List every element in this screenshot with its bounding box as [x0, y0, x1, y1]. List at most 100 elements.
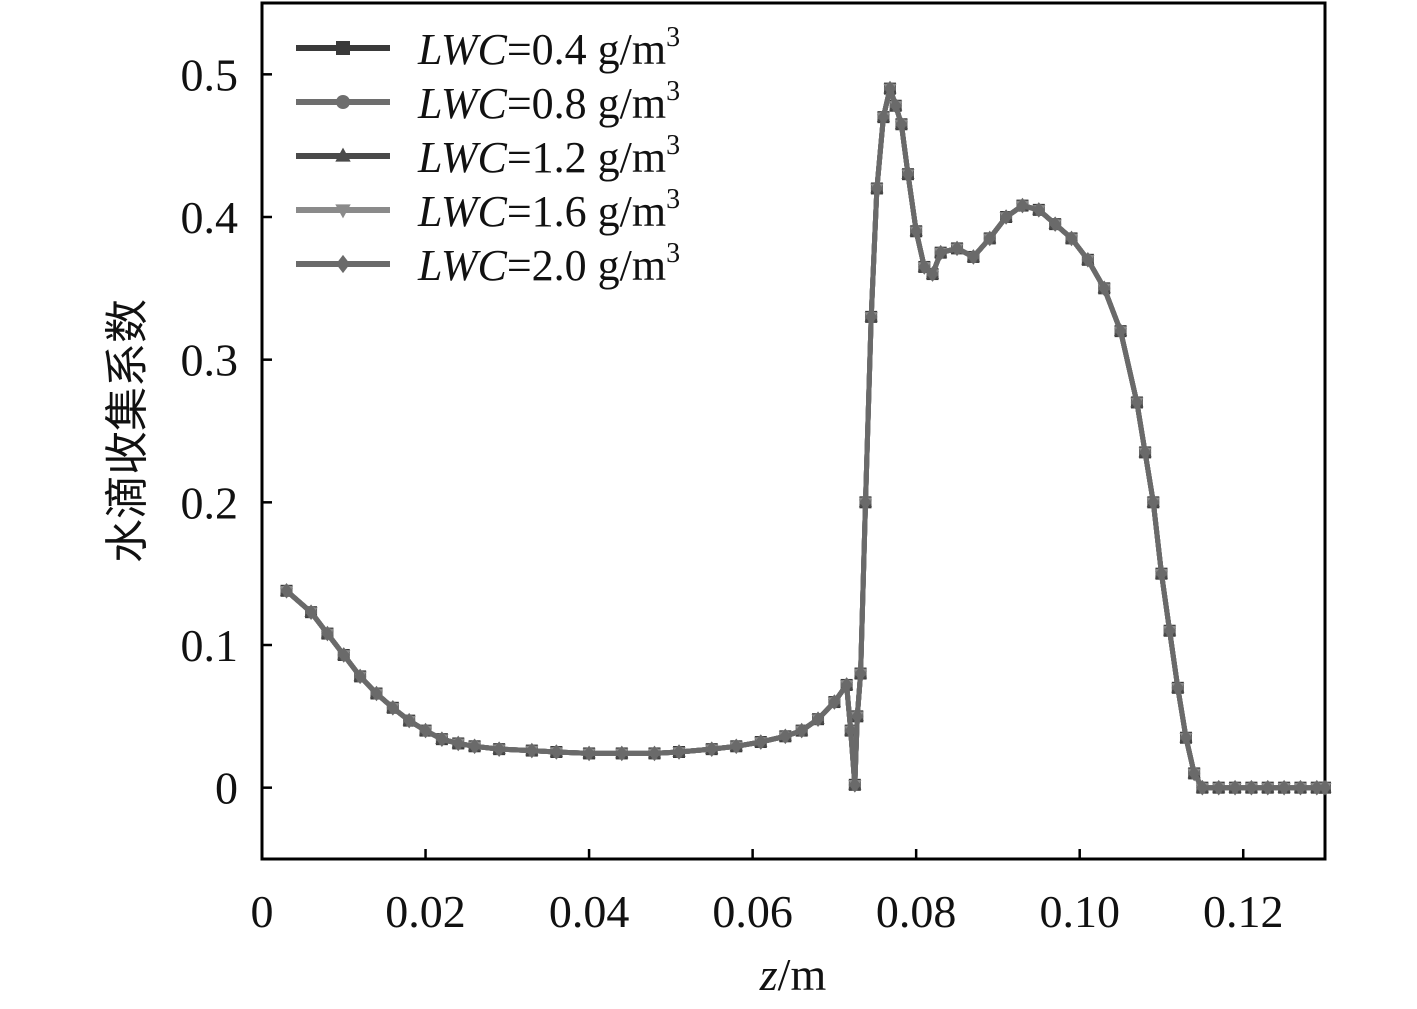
data-point	[648, 745, 661, 762]
legend-superscript: 3	[666, 238, 680, 269]
legend-label: LWC=1.2 g/m3	[417, 130, 680, 182]
data-point	[337, 647, 350, 663]
data-point	[354, 668, 367, 685]
legend-marker	[336, 254, 350, 274]
data-point	[854, 665, 867, 682]
data-point	[1130, 394, 1143, 411]
x-tick-label: 0.04	[549, 886, 630, 937]
data-point	[435, 731, 448, 747]
legend-marker	[336, 41, 350, 55]
series-layer	[279, 80, 1332, 796]
data-point	[673, 744, 686, 760]
data-point	[934, 244, 947, 261]
data-point	[1098, 280, 1111, 297]
data-point	[865, 309, 878, 325]
data-point	[419, 722, 432, 739]
legend-label: LWC=0.8 g/m3	[417, 76, 680, 128]
legend-superscript: 3	[666, 184, 680, 215]
data-point	[1310, 779, 1323, 796]
x-axis-unit: /m	[778, 949, 827, 1000]
data-point	[926, 266, 939, 282]
data-point	[1000, 209, 1013, 225]
legend-marker	[335, 204, 351, 219]
data-point	[1147, 494, 1160, 511]
data-point	[889, 97, 902, 114]
data-point	[615, 745, 628, 762]
legend-variable: LWC	[417, 241, 507, 290]
data-point	[1261, 779, 1274, 796]
data-point	[812, 711, 825, 727]
x-tick-label: 0.10	[1039, 886, 1120, 937]
data-point	[883, 80, 896, 97]
data-point	[1319, 779, 1331, 796]
y-tick-label: 0.3	[181, 335, 239, 386]
legend-entry: LWC=1.2 g/m3	[296, 130, 680, 182]
data-point	[918, 259, 931, 275]
y-tick-label: 0.1	[181, 620, 239, 671]
data-point	[1294, 779, 1307, 796]
data-point	[1049, 216, 1062, 232]
data-point	[1179, 729, 1192, 746]
legend-label: LWC=0.4 g/m3	[417, 22, 680, 74]
legend-entry: LWC=2.0 g/m3	[296, 238, 680, 290]
data-point	[859, 494, 872, 511]
data-point	[1229, 779, 1242, 796]
data-point	[705, 741, 718, 757]
data-point	[403, 712, 416, 729]
data-point	[730, 738, 743, 755]
legend-value: =2.0 g/m	[507, 241, 666, 290]
data-point	[851, 708, 864, 725]
legend-variable: LWC	[417, 187, 507, 236]
data-point	[840, 677, 853, 693]
data-point	[1163, 622, 1176, 639]
data-point	[1016, 197, 1029, 214]
data-point	[1114, 323, 1127, 339]
data-point	[779, 728, 792, 745]
data-point	[1081, 252, 1094, 268]
data-point	[1155, 565, 1168, 582]
x-tick-label: 0.02	[385, 886, 466, 937]
legend-label: LWC=2.0 g/m3	[417, 238, 680, 290]
y-axis-title: 水滴收集系数	[102, 299, 153, 563]
legend-superscript: 3	[666, 130, 680, 161]
legend-marker	[335, 147, 351, 162]
data-point	[877, 109, 890, 125]
data-point	[870, 180, 883, 197]
data-point	[848, 777, 861, 793]
data-point	[828, 694, 841, 710]
legend-value: =1.2 g/m	[507, 133, 666, 182]
data-point	[1171, 680, 1184, 696]
legend-superscript: 3	[666, 22, 680, 53]
x-tick-label: 0	[251, 886, 274, 937]
y-tick-label: 0	[215, 763, 238, 814]
data-point	[1278, 779, 1291, 796]
data-point	[1032, 202, 1045, 218]
y-tick-label: 0.5	[181, 49, 239, 100]
data-point	[1245, 779, 1258, 796]
legend-label: LWC=1.6 g/m3	[417, 184, 680, 236]
legend-superscript: 3	[666, 76, 680, 107]
data-point	[452, 735, 465, 752]
data-point	[280, 582, 293, 599]
legend-entry: LWC=0.8 g/m3	[296, 76, 680, 128]
data-point	[1212, 779, 1225, 796]
data-point	[795, 722, 808, 739]
data-point	[1065, 230, 1078, 247]
data-point	[583, 745, 596, 762]
data-point	[1196, 779, 1209, 796]
x-tick-label: 0.08	[876, 886, 957, 937]
data-point	[386, 699, 399, 716]
data-point	[895, 116, 908, 133]
data-point	[1188, 765, 1201, 782]
data-point	[910, 223, 923, 240]
y-tick-label: 0.4	[181, 192, 239, 243]
data-point	[305, 604, 318, 620]
data-point	[321, 625, 334, 642]
x-tick-label: 0.06	[712, 886, 793, 937]
legend-value: =0.8 g/m	[507, 79, 666, 128]
legend-entry: LWC=1.6 g/m3	[296, 184, 680, 236]
data-point	[370, 685, 383, 702]
legend-marker	[336, 95, 350, 109]
